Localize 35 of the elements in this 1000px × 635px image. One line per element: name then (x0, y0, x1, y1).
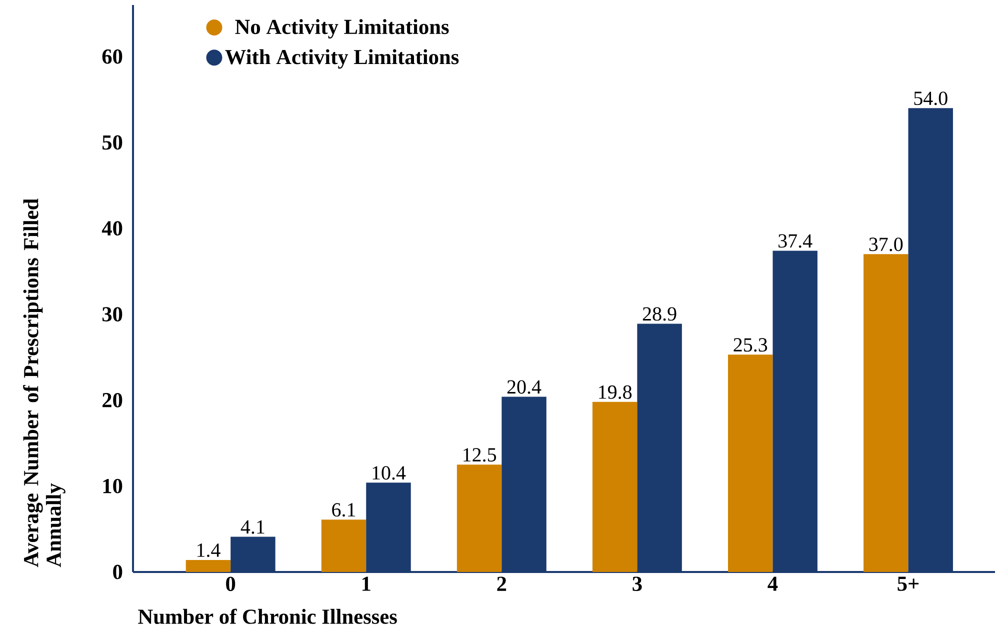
legend-label: With Activity Limitations (225, 49, 459, 69)
data-label: 6.1 (332, 503, 356, 517)
y-tick-label: 0 (113, 564, 122, 580)
y-tick-label: 20 (102, 392, 122, 408)
y-tick-label: 30 (102, 307, 122, 322)
x-tick-label: 1 (362, 576, 370, 591)
x-tick-label: 0 (226, 576, 236, 592)
x-axis-title: Number of Chronic Illnesses (138, 608, 397, 624)
data-label: 4.1 (240, 520, 264, 534)
data-label: 54.0 (914, 92, 948, 106)
data-label: 12.5 (464, 448, 496, 462)
bar (456, 464, 502, 572)
bar (321, 520, 366, 572)
data-label: 20.4 (507, 380, 542, 394)
bar (186, 560, 231, 572)
y-tick-label: 10 (103, 478, 122, 494)
data-label: 37.4 (778, 234, 812, 248)
bar (728, 354, 773, 572)
data-label: 19.8 (599, 385, 632, 399)
data-label: 25.3 (734, 338, 768, 352)
y-axis-title: Average Number of Prescriptions Filled Annually (23, 198, 66, 568)
bar (864, 254, 908, 572)
data-label: 1.4 (197, 544, 220, 558)
x-tick-label: 2 (497, 576, 506, 591)
data-label: 37.0 (869, 238, 903, 252)
x-tick-label: 3 (632, 576, 642, 592)
bar (592, 402, 638, 572)
y-tick-label: 50 (102, 135, 122, 150)
legend-label: No Activity Limitations (235, 19, 449, 38)
y-tick-label: 40 (102, 221, 122, 236)
data-label: 28.9 (642, 307, 676, 321)
y-tick-label: 60 (102, 49, 122, 64)
x-tick-label: 5+ (898, 576, 919, 591)
data-label: 10.4 (372, 466, 406, 480)
x-tick-label: 4 (768, 576, 778, 591)
